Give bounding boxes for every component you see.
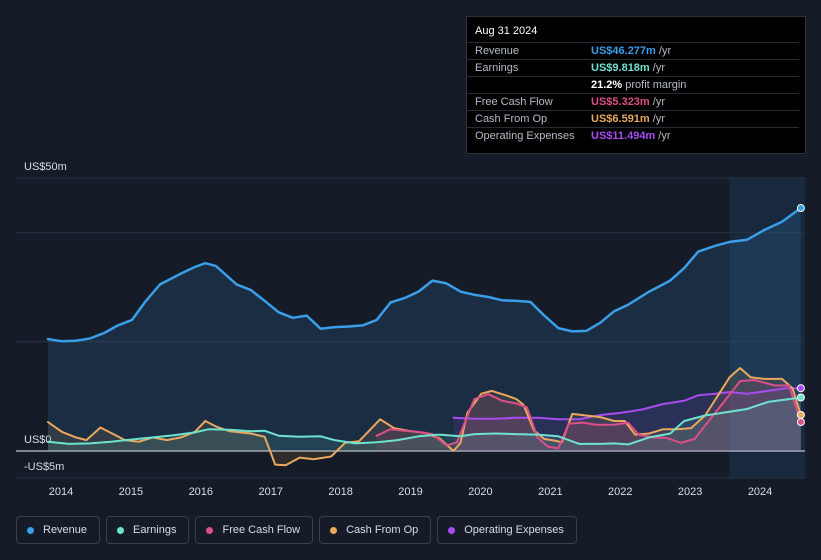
series-areas <box>48 208 801 466</box>
x-tick-label: 2019 <box>398 486 422 498</box>
legend-label: Cash From Op <box>346 524 419 536</box>
legend-label: Revenue <box>43 524 88 536</box>
grid-lines <box>16 177 805 479</box>
series-area-revenue <box>48 208 801 451</box>
x-tick-label: 2014 <box>49 486 73 498</box>
x-tick-label: 2023 <box>678 486 702 498</box>
legend-item-earnings[interactable]: Earnings <box>106 516 190 544</box>
chart-legend: Revenue Earnings Free Cash Flow Cash From O… <box>16 516 577 546</box>
series-end-marker <box>796 204 805 213</box>
y-tick-label: US$50m <box>24 161 67 173</box>
tooltip-date: Aug 31 2024 <box>475 25 538 37</box>
tooltip-row: Operating Expenses US$11.494m /yr <box>467 127 799 144</box>
tooltip-row-value: US$9.818m /yr <box>591 62 665 74</box>
tooltip-row: Earnings US$9.818m /yr <box>467 59 799 76</box>
legend-label: Free Cash Flow <box>222 524 301 536</box>
legend-item-revenue[interactable]: Revenue <box>16 516 101 544</box>
x-tick-label: 2022 <box>608 486 632 498</box>
legend-label: Earnings <box>133 524 177 536</box>
legend-item-cash-from-op[interactable]: Cash From Op <box>319 516 432 544</box>
legend-dot-icon <box>27 526 34 534</box>
tooltip-row-value: 21.2% profit margin <box>591 79 687 91</box>
x-tick-label: 2016 <box>189 486 213 498</box>
legend-dot-icon <box>448 526 456 534</box>
tooltip-row-label: Cash From Op <box>475 113 548 125</box>
tooltip-row: Free Cash Flow US$5.323m /yr <box>467 93 799 110</box>
x-tick-label: 2017 <box>258 486 282 498</box>
x-axis: 2014 2015 2016 2017 2018 2019 2020 2021 2022 2023… <box>49 486 773 498</box>
data-tooltip: Aug 31 2024 Revenue US$46.277m /yr Earning… <box>466 16 806 154</box>
tooltip-row-label: Free Cash Flow <box>475 96 553 108</box>
legend-item-operating-expenses[interactable]: Operating Expenses <box>437 516 577 544</box>
x-tick-label: 2018 <box>328 486 352 498</box>
y-axis: US$50m US$0 -US$5m <box>24 161 67 473</box>
x-tick-label: 2024 <box>748 486 772 498</box>
y-tick-label: -US$5m <box>24 461 64 473</box>
series-end-marker <box>796 410 805 419</box>
series-end-markers <box>796 204 805 427</box>
tooltip-row-value: US$5.323m /yr <box>591 96 665 108</box>
tooltip-row: 21.2% profit margin <box>467 76 799 93</box>
x-tick-label: 2020 <box>468 486 492 498</box>
tooltip-row: Revenue US$46.277m /yr <box>467 42 799 59</box>
tooltip-row-label: Revenue <box>475 45 520 57</box>
series-area-cash-from-op <box>48 368 801 466</box>
x-tick-label: 2015 <box>119 486 143 498</box>
legend-dot-icon <box>330 526 338 534</box>
series-end-marker <box>796 384 805 393</box>
series-line-operating-expenses <box>452 387 802 421</box>
x-tick-label: 2021 <box>538 486 562 498</box>
tooltip-row-value: US$46.277m /yr <box>591 45 672 57</box>
series-end-marker <box>796 418 805 427</box>
series-end-marker <box>796 393 805 402</box>
legend-dot-icon <box>117 526 125 534</box>
series-area-earnings <box>48 397 801 451</box>
legend-dot-icon <box>206 526 214 534</box>
series-line-earnings <box>47 396 802 446</box>
y-tick-label: US$0 <box>24 434 52 446</box>
series-line-free-cash-flow <box>375 379 802 450</box>
tooltip-row-label: Earnings <box>475 62 519 74</box>
tooltip-row-label: Operating Expenses <box>475 130 575 142</box>
tooltip-row: Cash From Op US$6.591m /yr <box>467 110 799 127</box>
legend-item-free-cash-flow[interactable]: Free Cash Flow <box>195 516 314 544</box>
tooltip-row-value: US$11.494m /yr <box>591 130 671 142</box>
series-line-revenue <box>46 206 803 343</box>
tooltip-row-value: US$6.591m /yr <box>591 113 665 125</box>
legend-label: Operating Expenses <box>464 524 564 536</box>
series-lines <box>46 206 803 467</box>
series-line-cash-from-op <box>47 367 802 467</box>
